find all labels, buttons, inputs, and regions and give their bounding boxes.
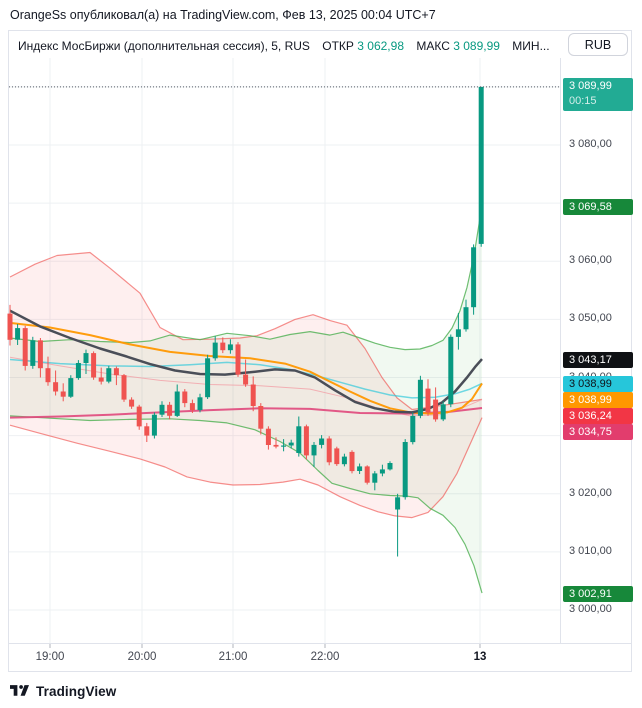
time-axis[interactable]: 19:00 20:00 21:00 22:00 13 [8, 643, 632, 673]
price-axis-label: 3 010,00 [569, 544, 612, 557]
ohlc-high-label: МАКС [416, 39, 450, 53]
tradingview-logo-text[interactable]: TradingView [36, 683, 117, 699]
red-band-value-badge: 3 036,24 [563, 408, 633, 424]
time-axis-label: 22:00 [310, 651, 340, 663]
chart-legend[interactable]: Индекс МосБиржи (дополнительная сессия),… [18, 36, 550, 56]
last-price-countdown-badge: 3 089,99 00:15 [563, 78, 633, 111]
price-axis[interactable]: 3 080,003 060,003 050,003 040,003 020,00… [560, 58, 635, 643]
tradingview-logo-icon[interactable] [10, 684, 29, 699]
ohlc-high-value: 3 089,99 [453, 39, 500, 53]
currency-toggle-button[interactable]: RUB [568, 33, 628, 56]
price-axis-label: 3 050,00 [569, 312, 612, 325]
footer: TradingView [10, 681, 116, 701]
attribution-text: OrangeSs опубликовал(а) на TradingView.c… [10, 8, 436, 22]
pink-ma-value-badge: 3 034,75 [563, 424, 633, 440]
time-axis-label: 19:00 [35, 651, 65, 663]
price-axis-label: 3 060,00 [569, 254, 612, 267]
green-band-upper-value-badge: 3 069,58 [563, 199, 633, 215]
cyan-ma-value-badge: 3 038,99 [563, 376, 633, 392]
price-axis-label: 3 020,00 [569, 486, 612, 499]
time-axis-label: 21:00 [218, 651, 248, 663]
time-axis-label: 20:00 [127, 651, 157, 663]
price-axis-label: 3 080,00 [569, 138, 612, 150]
ohlc-low-label-truncated: МИН... [512, 39, 550, 53]
orange-ma-value-badge: 3 038,99 [563, 392, 633, 408]
symbol-title[interactable]: Индекс МосБиржи (дополнительная сессия),… [18, 39, 310, 53]
ohlc-open-value: 3 062,98 [357, 39, 404, 53]
ohlc-open-label: ОТКР [322, 39, 354, 53]
dark-ma-value-badge: 3 043,17 [563, 352, 633, 368]
green-band-lower-value-badge: 3 002,91 [563, 586, 633, 602]
time-axis-label: 13 [473, 651, 487, 663]
price-axis-label: 3 000,00 [569, 603, 612, 615]
